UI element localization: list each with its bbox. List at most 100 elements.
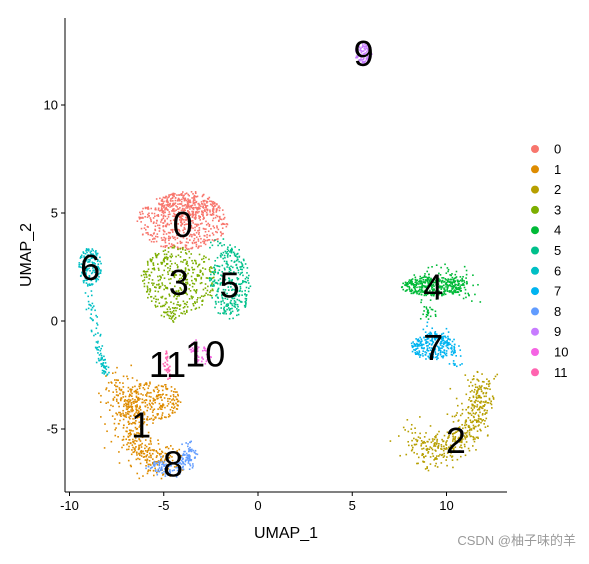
data-point xyxy=(443,342,445,344)
data-point xyxy=(361,54,363,57)
data-point xyxy=(178,466,181,468)
data-point xyxy=(187,198,189,200)
data-point xyxy=(197,240,200,242)
data-point xyxy=(194,223,196,226)
data-point xyxy=(409,290,412,292)
data-point xyxy=(215,211,218,213)
data-point xyxy=(177,404,179,407)
data-point xyxy=(488,397,491,400)
data-point xyxy=(161,210,164,212)
data-point xyxy=(459,349,462,351)
data-point xyxy=(471,421,473,424)
data-point xyxy=(181,235,184,238)
data-point xyxy=(191,282,194,285)
data-point xyxy=(244,278,247,280)
data-point xyxy=(233,297,236,300)
data-point xyxy=(464,438,467,440)
data-point xyxy=(188,235,191,237)
data-point xyxy=(137,393,140,395)
data-point xyxy=(440,293,443,295)
data-point xyxy=(184,277,186,279)
data-point xyxy=(358,46,361,49)
data-point xyxy=(142,233,144,236)
data-point xyxy=(183,221,186,223)
data-point xyxy=(91,271,94,274)
data-point xyxy=(138,385,140,388)
data-point xyxy=(190,253,193,255)
data-point xyxy=(404,290,407,292)
data-point xyxy=(160,408,163,410)
data-point xyxy=(172,200,174,202)
data-point xyxy=(130,453,133,456)
data-point xyxy=(137,432,140,434)
data-point xyxy=(420,344,423,347)
data-point xyxy=(222,280,225,283)
data-point xyxy=(199,207,201,210)
data-point xyxy=(122,427,125,429)
data-point xyxy=(97,259,99,261)
data-point xyxy=(203,349,206,352)
data-point xyxy=(418,343,420,346)
data-point xyxy=(138,217,141,219)
data-point xyxy=(183,302,186,305)
data-point xyxy=(202,267,204,269)
data-point xyxy=(463,281,466,284)
data-point xyxy=(119,419,121,422)
data-point xyxy=(361,42,364,44)
data-point xyxy=(166,217,169,220)
data-point xyxy=(428,292,431,295)
data-point xyxy=(193,349,196,352)
data-point xyxy=(195,307,198,309)
data-point xyxy=(165,351,168,354)
data-point xyxy=(443,342,446,345)
data-point xyxy=(205,360,208,363)
data-point xyxy=(482,401,485,403)
data-point xyxy=(146,276,148,278)
data-point xyxy=(208,355,211,358)
data-point xyxy=(418,293,420,296)
data-point xyxy=(430,277,432,280)
data-point xyxy=(171,406,173,409)
data-point xyxy=(233,302,236,305)
data-point xyxy=(169,460,171,463)
data-point xyxy=(158,453,161,455)
data-point xyxy=(178,468,180,470)
data-point xyxy=(180,225,183,227)
data-point xyxy=(82,281,85,284)
data-point xyxy=(234,301,237,303)
data-point xyxy=(420,289,422,292)
data-point xyxy=(103,373,106,375)
data-point xyxy=(211,282,213,285)
data-point xyxy=(92,255,95,258)
data-point xyxy=(80,254,83,257)
data-point xyxy=(166,388,168,391)
data-point xyxy=(435,462,437,465)
data-point xyxy=(188,456,191,459)
data-point xyxy=(127,407,130,409)
data-point xyxy=(222,297,224,300)
data-point xyxy=(190,458,193,461)
data-point xyxy=(80,256,83,259)
data-point xyxy=(168,370,171,373)
data-point xyxy=(91,261,94,264)
data-point xyxy=(426,292,428,295)
data-point xyxy=(211,267,213,269)
data-point xyxy=(473,416,475,419)
data-point xyxy=(449,284,452,287)
data-point xyxy=(200,277,203,280)
data-point xyxy=(185,442,187,444)
data-point xyxy=(420,299,423,301)
data-point xyxy=(472,396,475,399)
data-point xyxy=(357,45,359,47)
data-point xyxy=(180,200,183,203)
data-point xyxy=(149,467,152,470)
data-point xyxy=(135,395,138,398)
data-point xyxy=(195,243,198,246)
data-point xyxy=(169,408,172,411)
data-point xyxy=(160,263,163,265)
data-point xyxy=(447,347,450,350)
data-point xyxy=(131,444,134,446)
data-point xyxy=(216,238,218,241)
data-point xyxy=(187,445,189,448)
data-point xyxy=(146,285,149,288)
